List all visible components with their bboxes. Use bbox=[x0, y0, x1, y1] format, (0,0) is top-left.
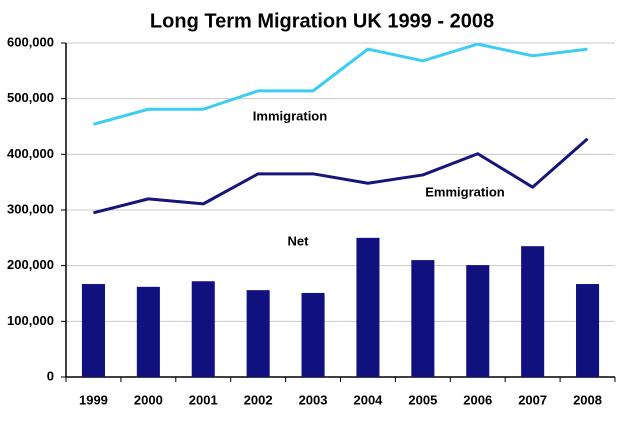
x-tick-label: 2008 bbox=[573, 392, 602, 407]
y-tick-label: 300,000 bbox=[7, 201, 54, 216]
bar bbox=[301, 292, 325, 377]
y-tick-label: 0 bbox=[47, 368, 54, 383]
y-tick-label: 600,000 bbox=[7, 34, 54, 49]
bar bbox=[356, 237, 380, 377]
x-tick-label: 2003 bbox=[299, 392, 328, 407]
x-tick-label: 2004 bbox=[353, 392, 383, 407]
series-label: Net bbox=[288, 233, 310, 248]
series-label: Emmigration bbox=[425, 184, 505, 199]
y-tick-label: 200,000 bbox=[7, 257, 54, 272]
y-tick-label: 400,000 bbox=[7, 146, 54, 161]
line bbox=[93, 137, 589, 215]
bar bbox=[191, 281, 215, 377]
x-tick-label: 2001 bbox=[189, 392, 218, 407]
x-tick-label: 2002 bbox=[244, 392, 273, 407]
x-tick-label: 2000 bbox=[134, 392, 163, 407]
x-tick-label: 2005 bbox=[408, 392, 437, 407]
x-tick-label: 2007 bbox=[518, 392, 547, 407]
line bbox=[93, 42, 588, 126]
y-tick-label: 500,000 bbox=[7, 90, 54, 105]
bar bbox=[81, 284, 105, 377]
bar bbox=[246, 290, 270, 377]
chart-title: Long Term Migration UK 1999 - 2008 bbox=[150, 10, 494, 32]
bar bbox=[466, 265, 490, 377]
series-label: Immigration bbox=[253, 108, 327, 123]
x-tick-label: 1999 bbox=[79, 392, 108, 407]
bar bbox=[521, 246, 545, 377]
x-tick-label: 2006 bbox=[463, 392, 492, 407]
bar bbox=[576, 284, 600, 377]
y-tick-label: 100,000 bbox=[7, 313, 54, 328]
bar bbox=[136, 286, 160, 377]
bar bbox=[411, 260, 435, 377]
